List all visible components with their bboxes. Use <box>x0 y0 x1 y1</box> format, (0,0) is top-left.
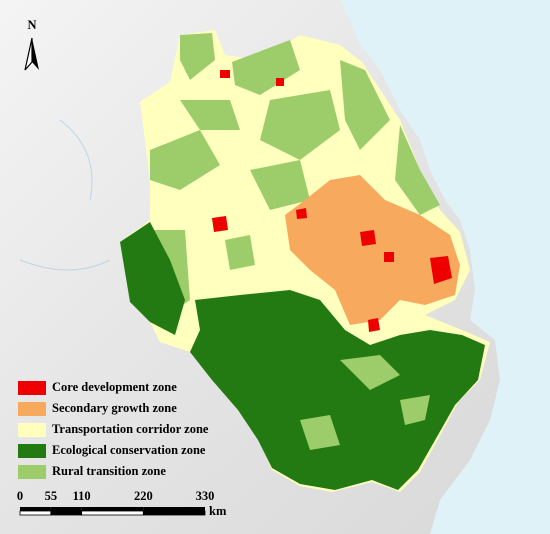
rural-zone <box>150 33 440 320</box>
legend-swatch <box>18 423 46 437</box>
legend-swatch <box>18 444 46 458</box>
ecological-zone <box>120 222 485 490</box>
legend-label: Core development zone <box>52 380 177 394</box>
scale-segment <box>81 507 144 511</box>
legend-label: Transportation corridor zone <box>52 422 209 436</box>
scale-unit: km <box>209 504 227 518</box>
legend-swatch <box>18 381 46 395</box>
legend-swatch <box>18 465 46 479</box>
north-label: N <box>27 18 36 32</box>
legend-label: Ecological conservation zone <box>52 443 206 457</box>
north-arrow: N <box>24 18 39 71</box>
legend-swatch <box>18 402 46 416</box>
zones <box>120 30 490 492</box>
scale-segment <box>50 510 83 516</box>
legend-label: Rural transition zone <box>52 464 166 478</box>
scale-label: 220 <box>134 489 153 503</box>
scale-segment <box>142 510 206 516</box>
scale-segment <box>19 510 52 516</box>
arrow-right <box>32 38 39 70</box>
scale-label: 55 <box>45 489 58 503</box>
scale-segment <box>20 507 51 511</box>
scale-label: 0 <box>17 489 23 503</box>
legend: Core development zone Secondary growth zo… <box>18 380 209 479</box>
river <box>19 119 111 271</box>
scale-segment <box>143 507 205 511</box>
legend-label: Secondary growth zone <box>52 401 177 415</box>
secondary-zone <box>285 175 460 325</box>
scale-label: 330 <box>196 489 215 503</box>
sea <box>340 0 550 534</box>
rural-zone <box>300 355 430 450</box>
scale-segment <box>81 510 144 516</box>
scale-segment <box>50 507 82 511</box>
scale-label: 110 <box>73 489 91 503</box>
